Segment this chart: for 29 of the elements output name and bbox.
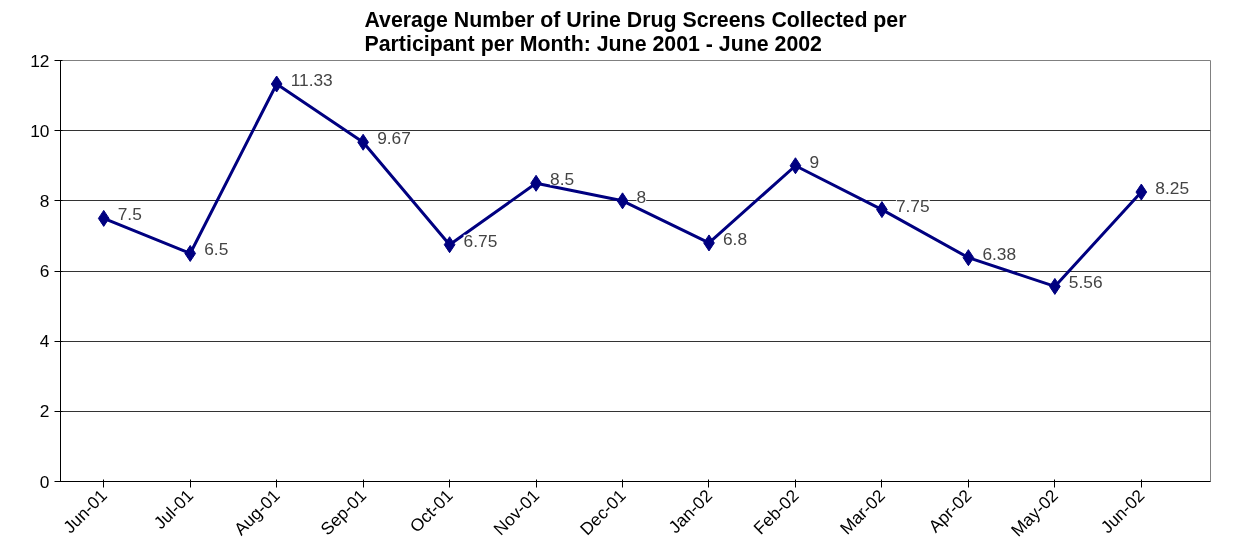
data-label: 9.67 [377,128,411,149]
point [270,75,283,93]
point [616,192,629,210]
point [1135,183,1148,201]
y-tick-label: 4 [39,331,50,352]
data-label: 6.75 [463,230,498,251]
point [184,244,197,262]
data-label: 8.25 [1155,178,1190,199]
y-tick-label: 2 [39,401,50,422]
data-label: 5.56 [1068,272,1103,293]
y-tick-label: 6 [39,261,50,281]
data-label: 8 [636,186,647,207]
chart-title: Average Number of Urine Drug Screens Collected per Participant per Month: June 2001 - June 2002 [364,7,907,56]
point [97,209,110,227]
y-tick-label: 12 [30,50,50,71]
data-label: 7.5 [117,204,142,225]
y-tick-label: 8 [39,190,50,211]
point [789,157,802,175]
data-label: 7.75 [895,195,930,216]
y-tick-label: 0 [39,471,50,492]
data-label: 9 [809,151,820,172]
point [443,236,456,254]
y-tick-label: 10 [30,120,50,141]
point [962,249,975,267]
data-label: 6.38 [982,243,1017,264]
data-label: 6.8 [723,228,748,249]
data-label: 6.5 [204,239,229,260]
data-label: 11.33 [290,70,333,91]
data-label: 8.5 [550,169,575,190]
